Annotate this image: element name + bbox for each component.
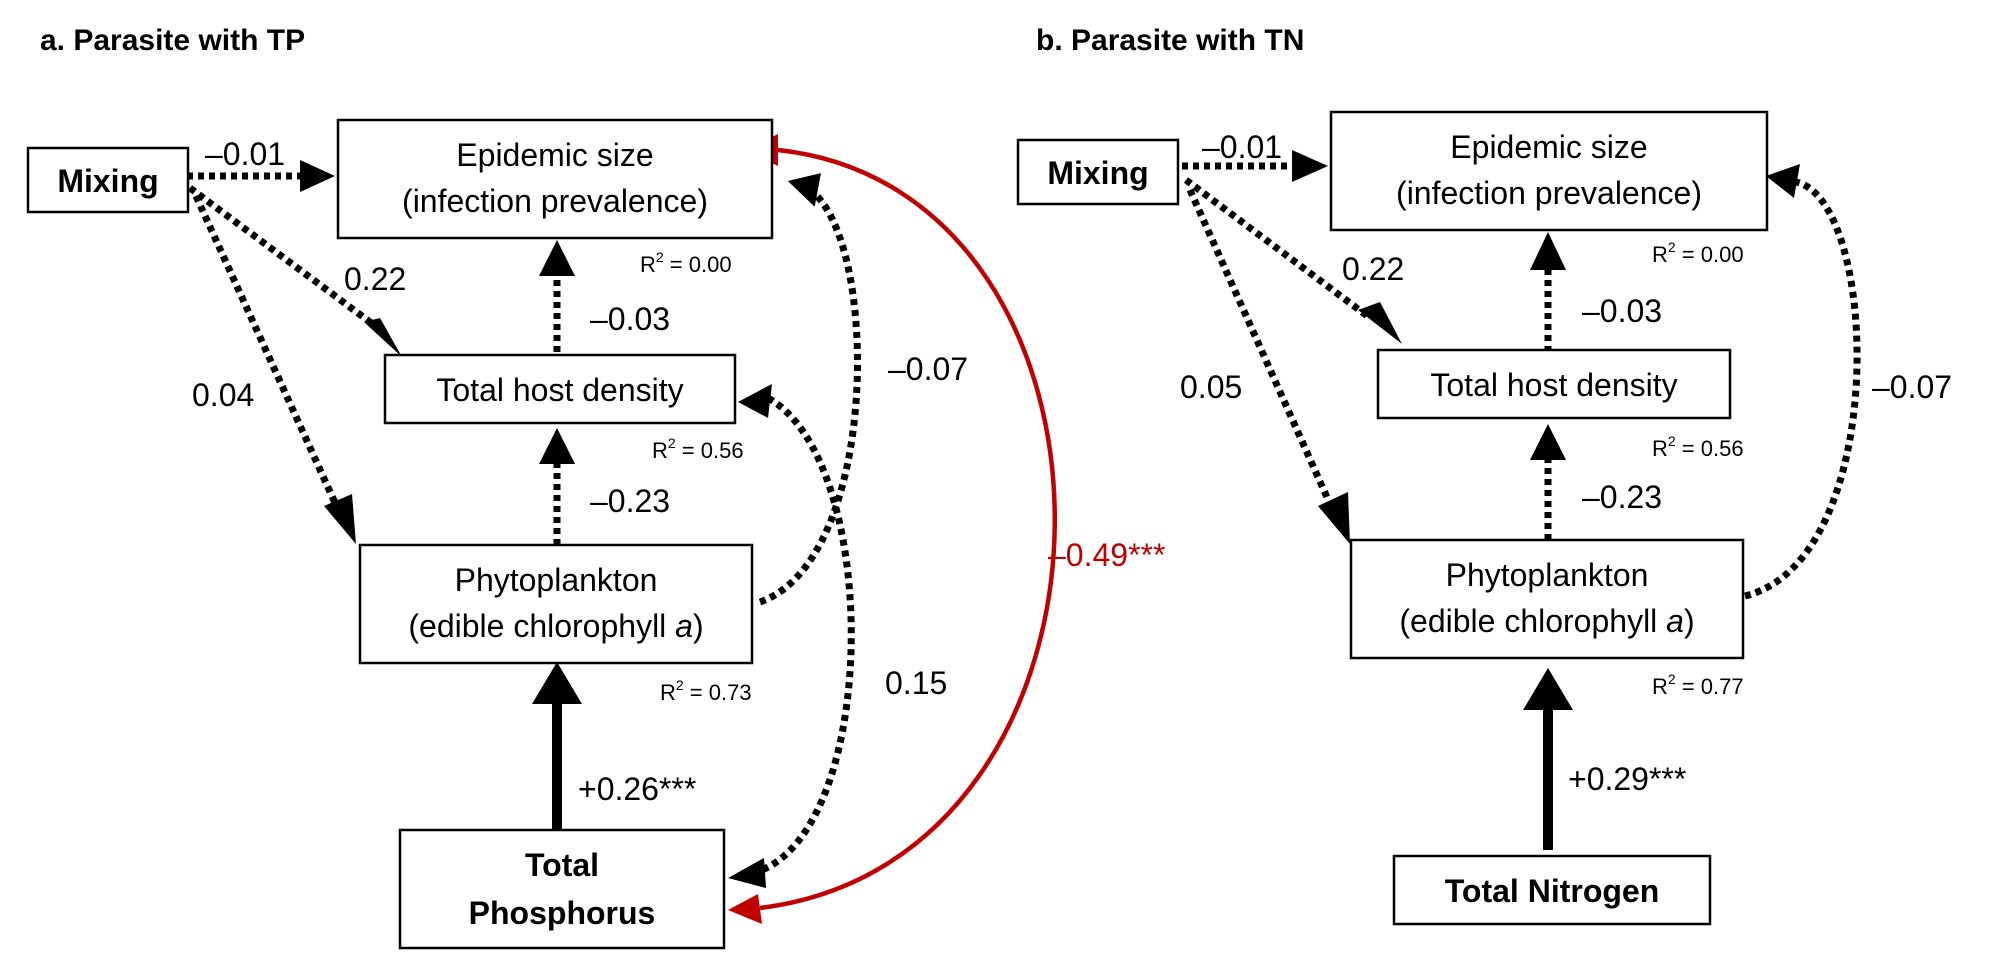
arrowhead-red-nutrient (728, 894, 762, 924)
arrowhead-host-end (738, 384, 772, 418)
node-nutrient-label: Total Nitrogen (1445, 873, 1660, 909)
node-mixing-label: Mixing (57, 163, 158, 199)
coef-mixing-epidemic: –0.01 (1202, 129, 1282, 165)
node-epidemic-label-1: Epidemic size (1450, 129, 1647, 165)
node-epidemic: Epidemic size (infection prevalence) (336, 118, 774, 240)
node-nutrient: Total Nitrogen (1392, 854, 1712, 926)
node-mixing-label: Mixing (1047, 155, 1148, 191)
arrowhead-phyto-host (539, 428, 575, 464)
panel-a: a. Parasite with TP Mixin (26, 24, 1165, 950)
coef-phyto-host: –0.23 (1582, 479, 1662, 515)
arrowhead-mixing-phyto (324, 494, 356, 544)
arrowhead-mixing-phyto (1318, 492, 1350, 544)
coef-mixing-phyto: 0.04 (192, 377, 254, 413)
node-phyto-label-1: Phytoplankton (1446, 557, 1649, 593)
node-nutrient-label-2: Phosphorus (469, 895, 656, 931)
coef-phyto-host: –0.23 (590, 483, 670, 519)
coef-mixing-epidemic: –0.01 (205, 136, 285, 172)
arrowhead-phyto-host (1530, 424, 1566, 460)
path-mixing-phyto (1186, 188, 1334, 506)
node-host-label: Total host density (1430, 367, 1677, 403)
coef-nutrient-phyto: +0.26*** (578, 771, 696, 807)
arrowhead-mixing-host (1358, 302, 1402, 344)
path-phyto-epidemic (758, 187, 861, 606)
r2-phyto: R2 = 0.73 (660, 677, 752, 705)
panel-a-title: a. Parasite with TP (40, 24, 305, 57)
arrowhead-phyto-epidemic (1766, 164, 1800, 198)
panel-b: b. Parasite with TN Mixing Epidemic size… (1016, 24, 1952, 926)
r2-host: R2 = 0.56 (1652, 433, 1744, 461)
arrowhead-host-epidemic (1530, 232, 1566, 270)
coef-host-epidemic: –0.03 (1582, 293, 1662, 329)
node-epidemic-label-2: (infection prevalence) (1396, 175, 1702, 211)
r2-phyto: R2 = 0.77 (1652, 671, 1744, 699)
node-phyto: Phytoplankton (edible chlorophyll a) (358, 543, 754, 665)
node-epidemic-label-2: (infection prevalence) (402, 183, 708, 219)
node-phyto-label-2: (edible chlorophyll a) (408, 608, 703, 644)
node-host-label: Total host density (436, 372, 683, 408)
r2-epidemic: R2 = 0.00 (1652, 239, 1744, 267)
arrowhead-nutrient-phyto (1523, 668, 1573, 710)
coef-phyto-epidemic: –0.07 (1872, 369, 1952, 405)
path-nutrient-epidemic (759, 147, 1057, 911)
path-mixing-host (1183, 177, 1373, 321)
node-phyto-label-2: (edible chlorophyll a) (1399, 603, 1694, 639)
node-phyto-label-1: Phytoplankton (455, 562, 658, 598)
arrowhead-phyto-epidemic (787, 173, 821, 207)
coef-mixing-phyto: 0.05 (1180, 369, 1242, 405)
r2-epidemic: R2 = 0.00 (640, 249, 732, 277)
path-nutrient-host (760, 394, 855, 874)
arrowhead-mixing-epidemic (1292, 150, 1328, 182)
node-nutrient-label-1: Total (525, 847, 599, 883)
coef-phyto-epidemic: –0.07 (888, 351, 968, 387)
arrowhead-nutrient-end (728, 858, 766, 888)
coef-nutrient-host: 0.15 (885, 665, 947, 701)
coef-mixing-host: 0.22 (344, 261, 406, 297)
arrowhead-mixing-epidemic (300, 160, 335, 192)
node-epidemic-label-1: Epidemic size (456, 137, 653, 173)
node-host: Total host density (383, 353, 737, 425)
coef-nutrient-phyto: +0.29*** (1568, 761, 1686, 797)
arrowhead-host-epidemic (539, 240, 575, 276)
panel-b-title: b. Parasite with TN (1036, 24, 1304, 57)
coef-nutrient-epidemic: –0.49*** (1048, 537, 1165, 573)
node-nutrient: Total Phosphorus (398, 828, 726, 950)
node-mixing: Mixing (1016, 138, 1180, 206)
node-mixing: Mixing (26, 146, 190, 214)
node-phyto: Phytoplankton (edible chlorophyll a) (1349, 538, 1745, 660)
path-phyto-epidemic (1744, 178, 1861, 600)
path-mixing-phyto (192, 194, 340, 507)
arrowhead-mixing-host (364, 318, 402, 357)
node-epidemic: Epidemic size (infection prevalence) (1329, 110, 1769, 232)
r2-host: R2 = 0.56 (652, 435, 744, 463)
coef-mixing-host: 0.22 (1342, 251, 1404, 287)
node-host: Total host density (1376, 348, 1732, 420)
coef-host-epidemic: –0.03 (590, 301, 670, 337)
arrowhead-nutrient-phyto (532, 662, 582, 704)
